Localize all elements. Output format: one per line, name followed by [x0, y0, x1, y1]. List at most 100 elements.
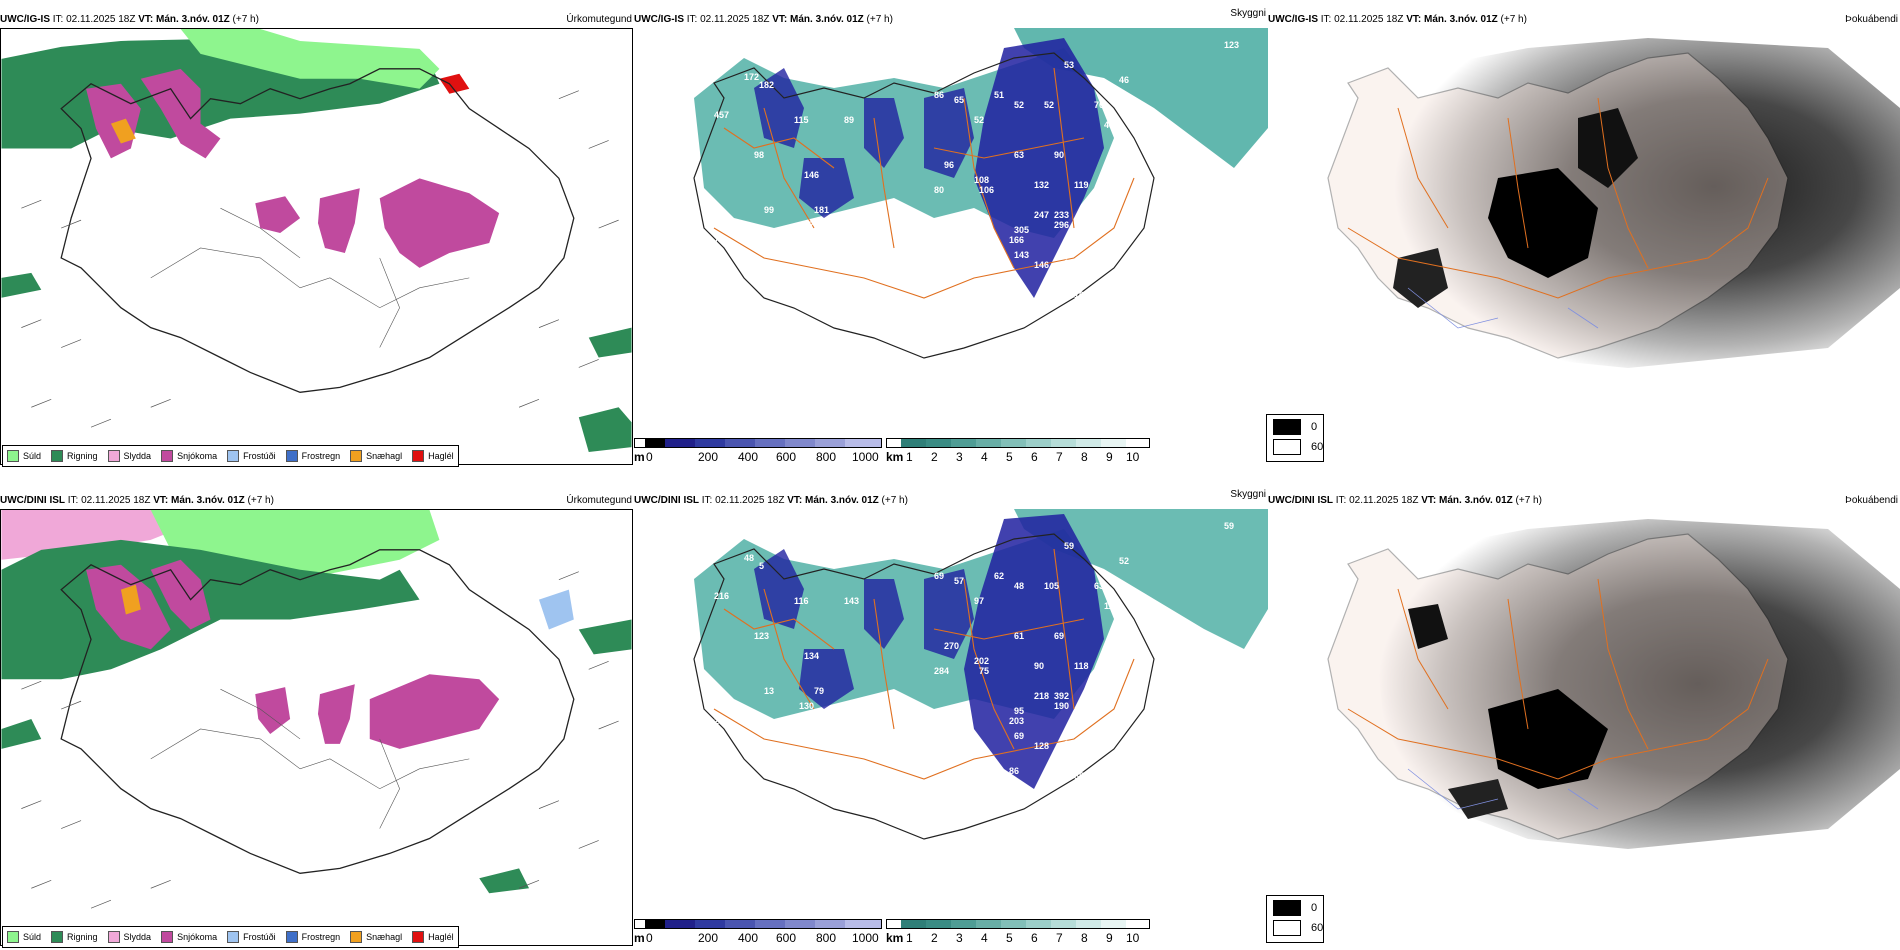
panel-header: UWC/DINI ISL IT: 02.11.2025 18Z VT: Mán.…	[0, 493, 634, 509]
precip-legend: Súld Rigning Slydda Snjókoma Frostúði Fr…	[2, 445, 459, 467]
colorbar-km-tick: 9	[1106, 931, 1113, 945]
visibility-value-label: 123	[1224, 40, 1239, 50]
visibility-value-label: 5	[759, 561, 764, 571]
visibility-value-label: 217	[1099, 696, 1114, 706]
visibility-value-label: 96	[1124, 641, 1134, 651]
visibility-value-label: 155	[1104, 185, 1119, 195]
visibility-value-label: 123	[754, 631, 769, 641]
visibility-value-label: 75	[979, 666, 989, 676]
panel-title: Þokuábendi	[1845, 14, 1898, 25]
visibility-value-label: 99	[764, 205, 774, 215]
colorbar-m-tick: 1000	[852, 931, 879, 945]
it-label: IT:	[701, 495, 713, 506]
visibility-value-label: 97	[974, 596, 984, 606]
precip-panel-bottom: UWC/DINI ISL IT: 02.11.2025 18Z VT: Mán.…	[0, 493, 634, 948]
panel-title: Skyggni	[1230, 8, 1266, 19]
visibility-value-label: 53	[1064, 60, 1074, 70]
colorbar-km-tick: 9	[1106, 450, 1113, 464]
visibility-value-label: 218	[1034, 691, 1049, 701]
model-name: UWC/DINI ISL	[0, 495, 65, 506]
colorbar-km-unit: km	[886, 450, 904, 464]
model-name: UWC/IG-IS	[634, 14, 684, 25]
visibility-value-label: 69	[934, 571, 944, 581]
visibility-value-label: 115	[794, 115, 809, 125]
visibility-value-label: 203	[1009, 716, 1024, 726]
visibility-value-label: 78	[714, 235, 724, 245]
fog-map	[1268, 28, 1900, 448]
colorbar-m: m 0 200 400 600 800 1000	[634, 919, 882, 949]
lead-time: (+7 h)	[1515, 495, 1542, 506]
visibility-value-label: 392	[1054, 691, 1069, 701]
precip-map	[0, 509, 633, 946]
visibility-value-label: 247	[1034, 210, 1049, 220]
colorbar-km-tick: 8	[1081, 450, 1088, 464]
visibility-value-label: 128	[1034, 741, 1049, 751]
visibility-value-label: 202	[974, 656, 989, 666]
it-value: 02.11.2025 18Z	[81, 495, 151, 506]
visibility-value-label: 46	[1119, 75, 1129, 85]
visibility-value-label: 305	[1014, 225, 1029, 235]
fog-legend: 0 60	[1266, 895, 1324, 943]
visibility-value-label: 57	[954, 576, 964, 586]
panel-title: Úrkomutegund	[566, 14, 632, 25]
colorbar-km-tick: 4	[981, 450, 988, 464]
colorbar-km-tick: 1	[906, 931, 913, 945]
lead-time: (+7 h)	[232, 14, 259, 25]
visibility-value-label: 284	[934, 666, 949, 676]
visibility-value-label: 90	[1054, 150, 1064, 160]
vt-value: Mán. 3.nóv. 01Z	[790, 14, 864, 25]
visibility-value-label: 106	[979, 185, 994, 195]
visibility-value-label: 105	[1044, 581, 1059, 591]
visibility-value-label: 184	[1064, 739, 1079, 749]
visibility-value-label: 116	[794, 596, 809, 606]
visibility-value-label: 96	[944, 160, 954, 170]
visibility-value-label: 109	[884, 751, 899, 761]
legend-item-snow: Snjókoma	[161, 450, 217, 462]
colorbar-km-tick: 2	[931, 450, 938, 464]
visibility-value-label: 130	[799, 701, 814, 711]
lead-time: (+7 h)	[866, 14, 893, 25]
visibility-value-label: 85	[1074, 771, 1084, 781]
legend-item-graupel: Snæhagl	[350, 450, 402, 462]
visibility-value-label: 143	[1014, 250, 1029, 260]
visibility-value-label: 181	[814, 205, 829, 215]
visibility-value-label: 65	[1164, 130, 1174, 140]
visibility-value-label: 119	[1074, 180, 1089, 190]
it-label: IT:	[1335, 495, 1347, 506]
vt-value: Mán. 3.nóv. 01Z	[1439, 495, 1513, 506]
legend-item-snow: Snjókoma	[161, 931, 217, 943]
panel-title: Þokuábendi	[1845, 495, 1898, 506]
visibility-value-label: 79	[814, 686, 824, 696]
visibility-value-label: 98	[754, 150, 764, 160]
model-name: UWC/IG-IS	[0, 14, 50, 25]
vt-label: VT:	[1421, 495, 1437, 506]
fog-legend-row: 60	[1273, 920, 1323, 936]
vt-label: VT:	[153, 495, 169, 506]
colorbar-m-tick: 200	[698, 450, 719, 464]
visibility-value-label: 90	[959, 250, 969, 260]
legend-item-freezing-rain: Frostregn	[285, 450, 340, 462]
lead-time: (+7 h)	[1500, 14, 1527, 25]
panel-title: Úrkomutegund	[566, 495, 632, 506]
it-value: 02.11.2025 18Z	[715, 495, 785, 506]
visibility-value-label: 69	[1054, 631, 1064, 641]
colorbar-km-unit: km	[886, 931, 904, 945]
colorbar-m: m 0 200 400 600 800 1000	[634, 438, 882, 468]
it-label: IT:	[1320, 14, 1332, 25]
legend-item-drizzle: Súld	[7, 931, 41, 943]
it-value: 02.11.2025 18Z	[1334, 14, 1404, 25]
vt-value: Mán. 3.nóv. 01Z	[171, 495, 245, 506]
visibility-value-label: 108	[974, 175, 989, 185]
legend-item-graupel: Snæhagl	[350, 931, 402, 943]
visibility-value-label: 118	[1074, 661, 1089, 671]
colorbar-km-tick: 2	[931, 931, 938, 945]
it-value: 02.11.2025 18Z	[66, 14, 136, 25]
colorbar-m-tick: 400	[738, 450, 759, 464]
panel-header: UWC/IG-IS IT: 02.11.2025 18Z VT: Mán. 3.…	[1268, 12, 1900, 28]
visibility-value-label: 48	[1014, 581, 1024, 591]
colorbar-km-tick: 6	[1031, 931, 1038, 945]
colorbar-km-tick: 5	[1006, 450, 1013, 464]
it-label: IT:	[52, 14, 64, 25]
